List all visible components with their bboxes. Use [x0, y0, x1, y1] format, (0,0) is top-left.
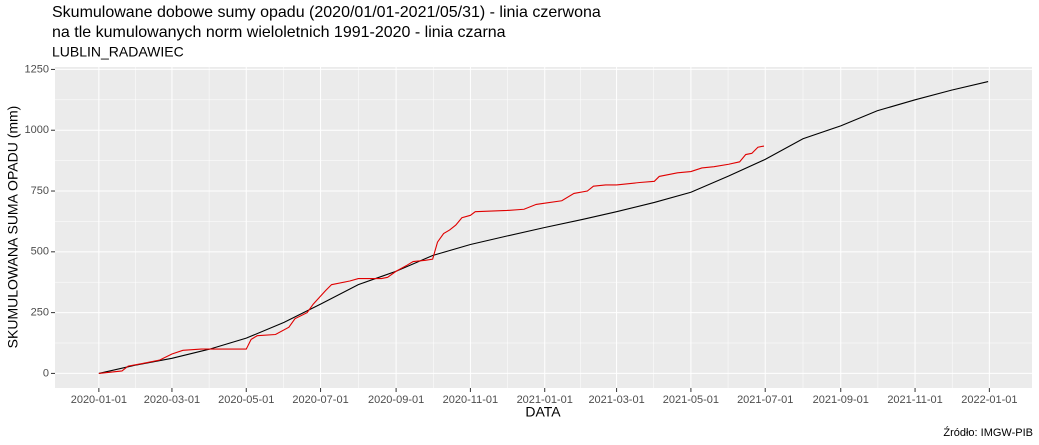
x-tick-label: 2020-07-01	[292, 394, 348, 406]
x-tick-label: 2021-09-01	[813, 394, 869, 406]
x-tick-label: 2021-01-01	[517, 394, 573, 406]
chart-subtitle: LUBLIN_RADAWIEC	[52, 44, 184, 60]
x-tick-label: 2021-07-01	[737, 394, 793, 406]
y-tick-label: 750	[31, 185, 49, 197]
x-tick-label: 2020-09-01	[368, 394, 424, 406]
y-tick-label: 1000	[25, 124, 49, 136]
chart-title: Skumulowane dobowe sumy opadu (2020/01/0…	[52, 4, 601, 21]
x-tick-label: 2021-03-01	[588, 394, 644, 406]
chart-title: na tle kumulowanych norm wieloletnich 19…	[52, 24, 506, 41]
y-tick-label: 0	[43, 367, 49, 379]
y-tick-label: 500	[31, 246, 49, 258]
data-line	[98, 145, 765, 374]
x-tick-label: 2021-11-01	[887, 394, 942, 406]
data-line	[98, 81, 989, 374]
y-tick-label: 1250	[25, 63, 49, 75]
x-axis-title: DATA	[525, 404, 561, 420]
x-tick-label: 2020-03-01	[144, 394, 200, 406]
caption: Źródło: IMGW-PIB	[943, 426, 1033, 439]
x-tick-label: 2020-11-01	[443, 394, 498, 406]
y-tick-label: 250	[31, 307, 49, 319]
y-axis-title: SKUMULOWANA SUMA OPADU (mm)	[5, 106, 21, 349]
x-tick-label: 2020-05-01	[218, 394, 274, 406]
x-tick-label: 2022-01-01	[961, 394, 1017, 406]
x-tick-label: 2020-01-01	[71, 394, 127, 406]
x-tick-label: 2021-05-01	[663, 394, 719, 406]
